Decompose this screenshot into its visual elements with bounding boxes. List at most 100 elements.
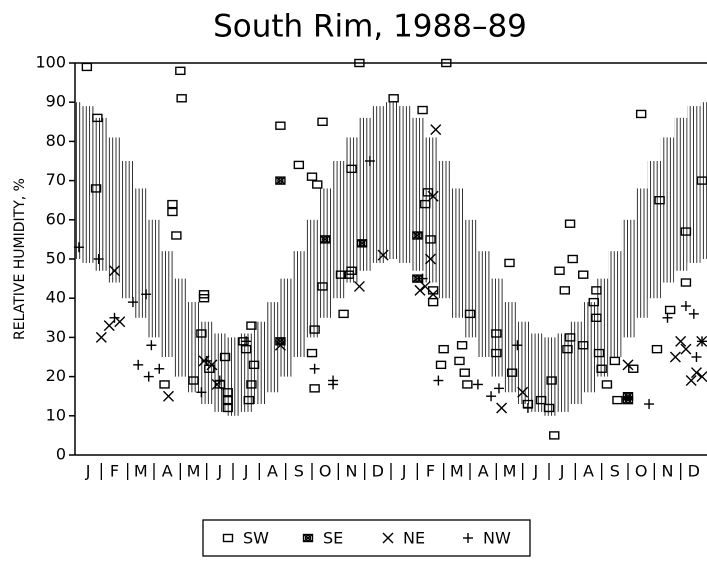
marker-shape [167,199,178,209]
y-tick-label: 10 [46,405,66,424]
marker-plus [486,391,497,402]
marker-shape [222,395,233,405]
marker-shape [312,180,323,189]
marker-x [274,339,286,351]
marker-square [567,254,578,264]
range-band [476,251,490,357]
marker-square [628,364,639,373]
legend-box [202,519,531,557]
marker-shape [222,388,233,397]
marker-shape [114,316,126,328]
marker-square [491,329,502,338]
marker-shape [175,66,186,76]
marker-x [622,359,634,371]
marker-plus [146,340,157,351]
marker-square-x [412,231,423,240]
marker-shape [491,348,502,358]
marker-square [188,376,199,385]
marker-square [309,325,320,334]
marker-square-x [275,176,286,185]
marker-shape [564,333,576,342]
marker-shape [420,199,431,209]
range-band [700,102,707,259]
marker-square [591,286,602,295]
marker-square [491,348,502,358]
marker-square [420,199,431,209]
marker-square [680,227,692,236]
range-band [318,188,332,318]
marker-shape [419,280,431,292]
marker-x [382,532,394,544]
marker-square [438,344,449,354]
range-band [147,219,161,338]
marker-x [377,249,389,261]
range-band [423,137,438,283]
marker-shape [275,176,286,185]
marker-shape [456,341,468,350]
marker-shape [382,532,394,544]
marker-shape [622,359,634,371]
marker-shape [438,344,449,354]
marker-shape [306,348,318,358]
marker-shape [303,533,313,543]
marker-x [696,371,707,383]
marker-square [275,121,286,130]
marker-square [338,309,349,319]
range-band [489,278,503,377]
marker-shape [320,235,331,244]
marker-square [435,360,447,370]
marker-shape [690,367,702,379]
marker-shape [274,339,286,351]
y-tick-label: 30 [46,327,66,346]
marker-plus [522,402,533,413]
marker-shape [159,380,170,389]
range-band [371,106,385,263]
marker-shape [90,184,102,193]
marker-shape [92,113,103,123]
marker-shape [338,309,349,319]
marker-shape [504,258,515,268]
marker-square [591,313,602,322]
marker-square [167,207,178,217]
marker-square [609,356,621,366]
marker-shape [346,266,357,275]
marker-square [554,266,565,275]
marker-shape [578,270,589,279]
marker-square-x [622,392,634,401]
marker-square [535,395,547,405]
range-band [410,117,424,271]
marker-shape [593,348,605,358]
marker-shape [685,375,697,387]
marker-square [422,188,434,197]
marker-shape [454,356,465,366]
marker-shape [462,380,473,389]
marker-square [601,380,613,389]
marker-shape [414,232,421,239]
marker-shape [680,278,692,287]
marker-square [306,348,318,358]
x-tick-label: J [243,462,249,481]
marker-square-x [302,533,314,543]
marker-shape [623,392,633,401]
range-band [107,137,122,283]
marker-square [176,94,187,103]
marker-square [559,286,570,295]
marker-shape [246,321,257,330]
marker-shape [353,280,365,292]
marker-shape [317,117,328,127]
marker-shape [496,402,508,414]
marker-square [454,356,465,366]
marker-x [414,284,426,296]
range-band [621,219,635,338]
marker-plus [493,383,504,394]
range-band [397,106,411,263]
marker-square [459,368,470,377]
marker-square [588,297,599,307]
marker-square [354,58,365,68]
marker-square [462,380,473,389]
marker-square [564,219,576,228]
range-band [186,302,201,393]
marker-x [95,331,107,343]
marker-shape [669,351,681,363]
marker-shape [196,329,207,338]
